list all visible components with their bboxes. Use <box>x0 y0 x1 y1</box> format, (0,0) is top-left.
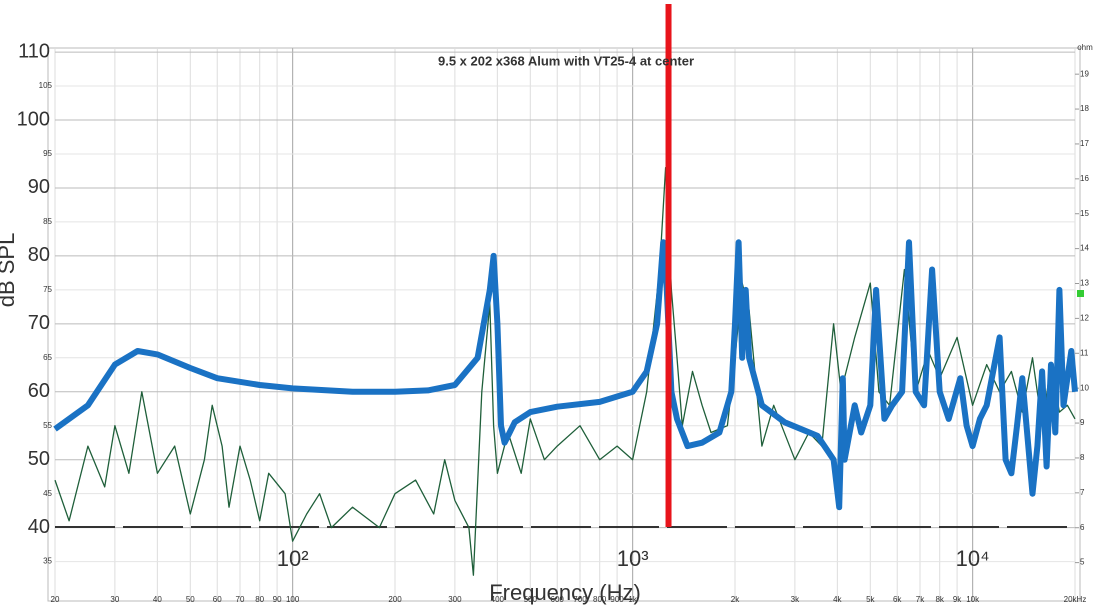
x-tick-label: 500 <box>524 595 538 604</box>
y2-tick-label: 5 <box>1080 558 1085 567</box>
x-tick-label: 100 <box>286 595 300 604</box>
x-tick-label: 4k <box>833 595 842 604</box>
y-tick-label: 100 <box>17 108 50 130</box>
plot-area <box>47 47 1081 602</box>
y-tick-label: 45 <box>43 489 52 498</box>
x-tick-label: 2k <box>731 595 740 604</box>
x-tick-label: 1k <box>628 595 637 604</box>
x-tick-label: 3k <box>791 595 800 604</box>
y-tick-label: 105 <box>39 81 53 90</box>
y-tick-label: 85 <box>43 217 52 226</box>
y-tick-label: 70 <box>28 312 50 334</box>
y2-tick-label: 16 <box>1080 174 1089 183</box>
y-tick-label: 55 <box>43 421 52 430</box>
x-tick-label: 30 <box>110 595 119 604</box>
y2-axis-title: ohm <box>1077 43 1093 52</box>
x-axis-title: Frequency (Hz) <box>489 580 641 605</box>
y2-tick-label: 15 <box>1080 209 1089 218</box>
y-tick-label: 60 <box>28 380 50 402</box>
x-tick-label: 10k <box>966 595 980 604</box>
x-tick-label: 70 <box>236 595 245 604</box>
series-line <box>53 239 1078 511</box>
y-tick-label: 110 <box>18 40 50 62</box>
x-tick-label: 7k <box>916 595 925 604</box>
x-major-tick-label: 10³ <box>617 546 649 571</box>
y2-tick-label: 11 <box>1080 348 1089 357</box>
x-tick-label: 6k <box>893 595 902 604</box>
y-tick-label: 95 <box>43 149 52 158</box>
x-tick-label: 8k <box>935 595 944 604</box>
y2-tick-label: 6 <box>1080 523 1085 532</box>
y-tick-label: 50 <box>28 448 50 470</box>
y2-tick-label: 12 <box>1080 314 1089 323</box>
x-tick-label: 400 <box>491 595 505 604</box>
y2-tick-label: 18 <box>1080 104 1089 113</box>
y-axis-title: dB SPL <box>0 233 19 308</box>
y2-tick-label: 8 <box>1080 453 1085 462</box>
y2-tick-label: 17 <box>1080 139 1089 148</box>
x-tick-label: 60 <box>213 595 222 604</box>
x-tick-label: 800 <box>593 595 607 604</box>
x-tick-label: 20kHz <box>1064 595 1087 604</box>
x-tick-label: 900 <box>610 595 624 604</box>
y2-tick-label: 7 <box>1080 488 1085 497</box>
x-tick-label: 200 <box>388 595 402 604</box>
x-tick-label: 50 <box>186 595 195 604</box>
x-major-tick-label: 10⁴ <box>956 546 990 571</box>
x-tick-label: 5k <box>866 595 875 604</box>
y-tick-label: 65 <box>43 353 52 362</box>
x-tick-label: 40 <box>153 595 162 604</box>
y2-tick-label: 10 <box>1080 383 1089 392</box>
x-tick-label: 9k <box>953 595 962 604</box>
y-tick-label: 75 <box>43 285 52 294</box>
x-major-tick-label: 10² <box>277 546 309 571</box>
y2-tick-label: 9 <box>1080 418 1085 427</box>
x-tick-label: 20 <box>51 595 60 604</box>
marker-square <box>1077 290 1084 297</box>
plot <box>53 4 1078 576</box>
x-tick-label: 600 <box>551 595 565 604</box>
y2-tick-label: 13 <box>1080 279 1089 288</box>
x-tick-label: 300 <box>448 595 462 604</box>
y-tick-label: 40 <box>28 516 50 538</box>
chart-title: 9.5 x 202 x368 Alum with VT25-4 at cente… <box>438 53 694 68</box>
x-tick-label: 700 <box>573 595 587 604</box>
y2-tick-label: 14 <box>1080 244 1089 253</box>
x-tick-label: 90 <box>273 595 282 604</box>
x-tick-label: 80 <box>255 595 264 604</box>
y-tick-label: 35 <box>43 557 52 566</box>
y-tick-label: 80 <box>28 244 50 266</box>
y2-tick-label: 19 <box>1080 69 1089 78</box>
y-tick-label: 90 <box>28 176 50 198</box>
